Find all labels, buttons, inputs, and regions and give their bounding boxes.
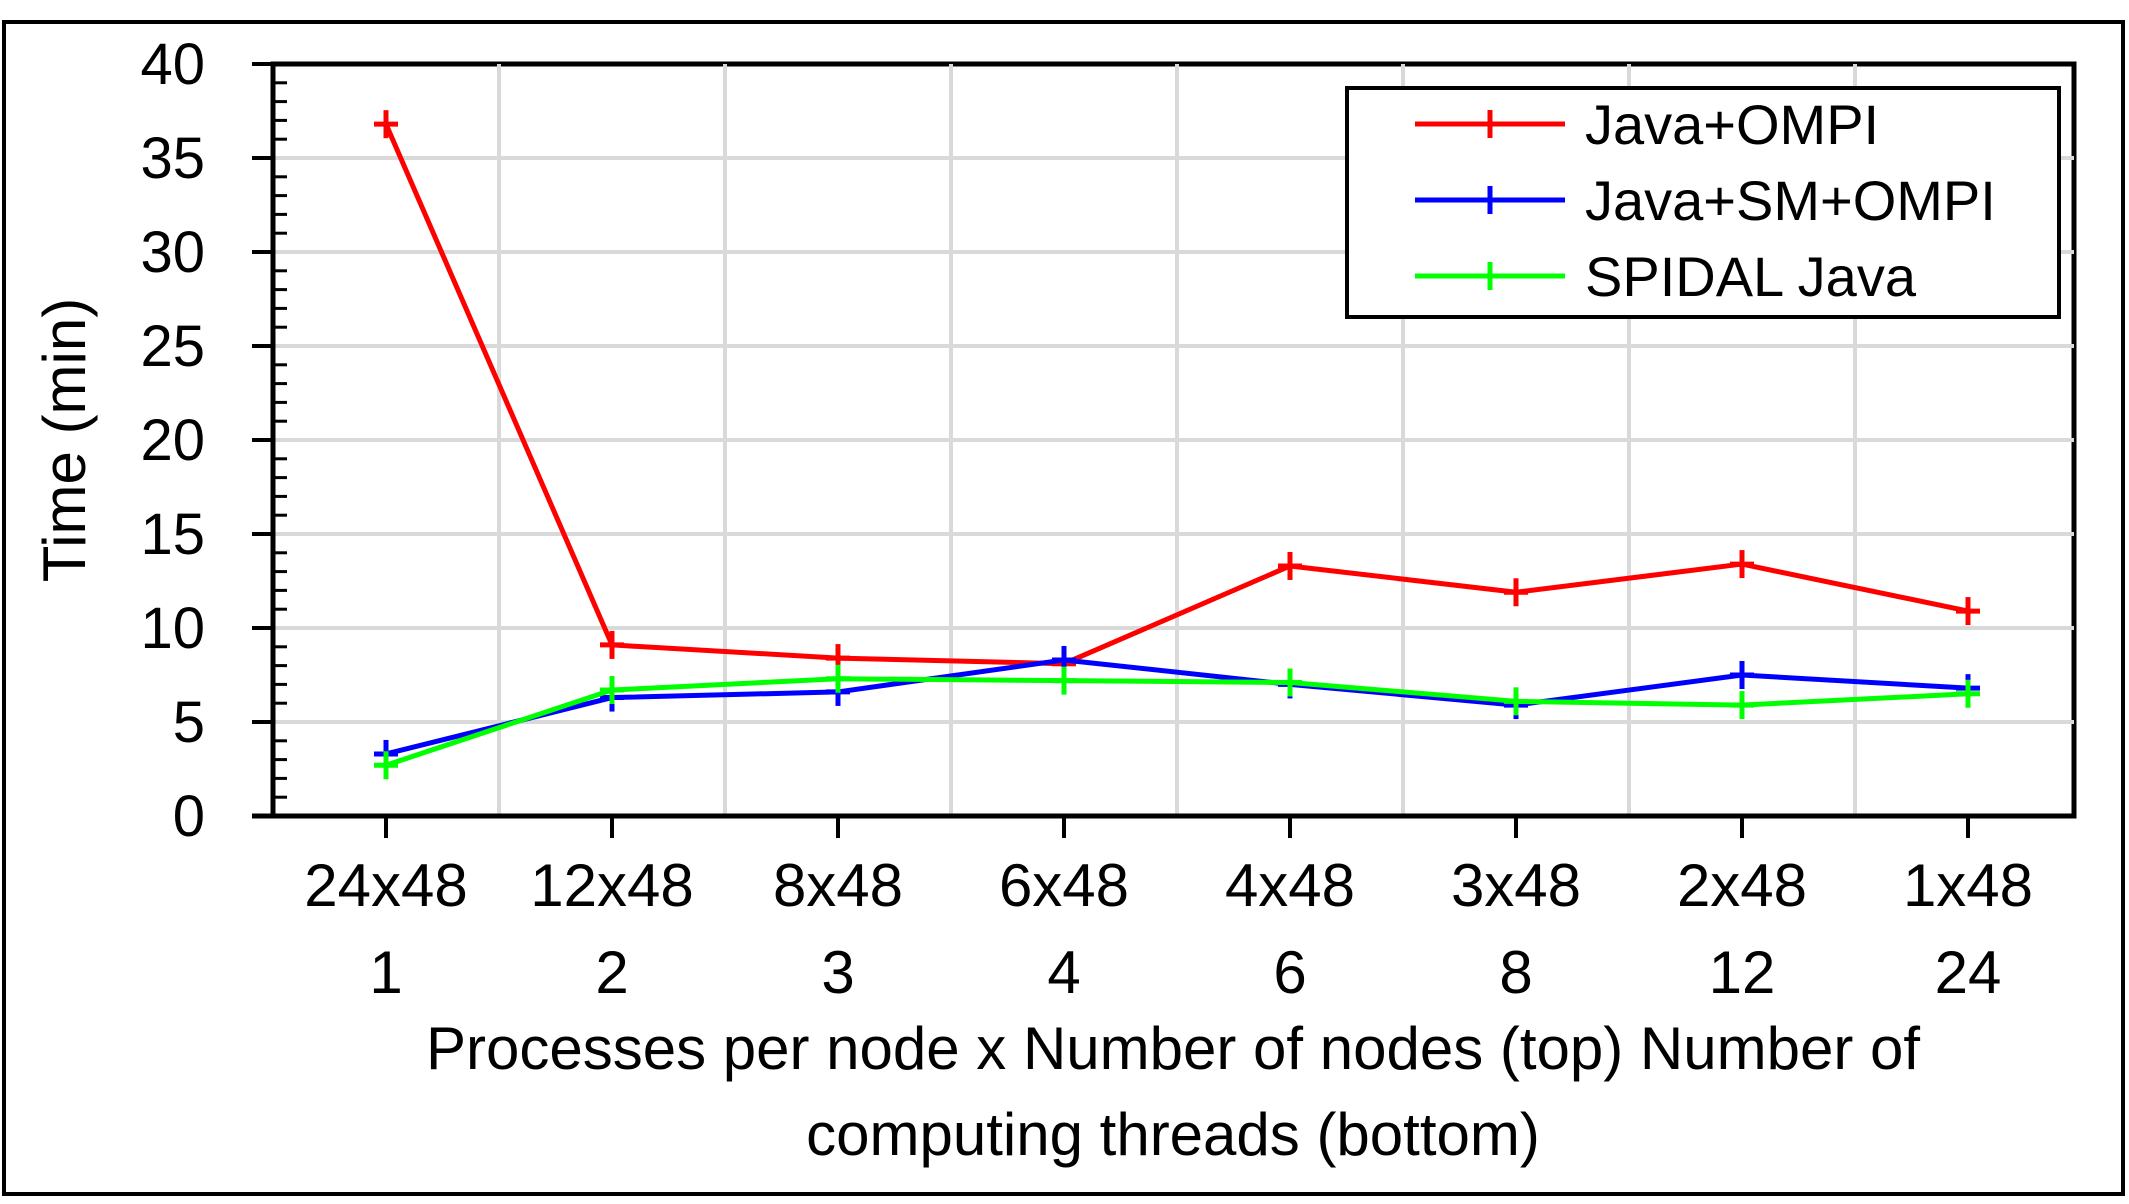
series-line: [385, 676, 1969, 768]
x-tick-label-bottom: 6: [1273, 939, 1306, 1006]
x-tick-label-top: 1x48: [1903, 852, 2033, 919]
legend-entry: SPIDAL Java: [1415, 245, 1917, 308]
x-tick-label-top: 8x48: [773, 852, 903, 919]
x-tick-label-bottom: 1: [369, 939, 402, 1006]
series-line: [383, 123, 1969, 667]
series-spidal-java: [374, 664, 1980, 780]
y-tick-label: 25: [140, 314, 205, 379]
x-tick-label-bottom: 8: [1499, 939, 1532, 1006]
y-tick-label: 10: [140, 596, 205, 661]
legend-entry: Java+OMPI: [1415, 93, 1879, 156]
x-tick-label-top: 6x48: [999, 852, 1129, 919]
legend-label: Java+SM+OMPI: [1585, 169, 1996, 232]
x-tick-label-bottom: 2: [595, 939, 628, 1006]
series-java-ompi: [374, 110, 1980, 678]
x-axis-label-line-2: computing threads (bottom): [806, 1101, 1540, 1168]
series-layer: [374, 110, 1980, 780]
x-tick-label-bottom: 3: [821, 939, 854, 1006]
y-tick-label: 35: [140, 126, 205, 191]
x-axis-label-line-1: Processes per node x Number of nodes (to…: [426, 1015, 1920, 1082]
legend-label: SPIDAL Java: [1585, 245, 1917, 308]
y-axis-label: Time (min): [31, 298, 98, 582]
y-tick-label: 30: [140, 220, 205, 285]
y-tick-label: 15: [140, 502, 205, 567]
legend: Java+OMPI Java+SM+OMPI SPIDAL Java: [1345, 86, 2061, 319]
legend-entry: Java+SM+OMPI: [1415, 169, 1996, 232]
x-tick-label-bottom: 24: [1935, 939, 2002, 1006]
x-tick-label-bottom: 4: [1047, 939, 1080, 1006]
y-tick-label: 0: [173, 784, 205, 849]
legend-label: Java+OMPI: [1585, 93, 1879, 156]
y-tick-label: 40: [140, 32, 205, 97]
x-tick-label-top: 4x48: [1225, 852, 1355, 919]
series-line: [385, 657, 1969, 757]
x-tick-label-top: 24x48: [304, 852, 467, 919]
x-tick-label-top: 2x48: [1677, 852, 1807, 919]
x-tick-label-top: 3x48: [1451, 852, 1581, 919]
y-tick-label: 20: [140, 408, 205, 473]
y-tick-label: 5: [173, 690, 205, 755]
axes: 0 5 10 15 20 25 30 35 40 24x48 1 12x48 2 8x48 3 6x48 4 4x…: [140, 32, 2074, 1006]
x-tick-label-bottom: 12: [1709, 939, 1776, 1006]
x-tick-label-top: 12x48: [530, 852, 693, 919]
